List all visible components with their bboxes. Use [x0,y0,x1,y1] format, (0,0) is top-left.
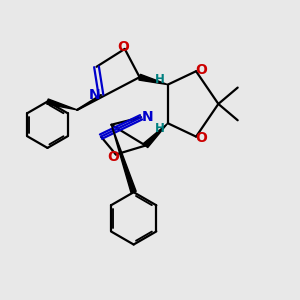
Text: H: H [154,73,164,86]
Text: O: O [107,150,119,164]
Text: H: H [154,122,164,135]
Polygon shape [143,123,168,148]
Text: O: O [117,40,129,55]
Polygon shape [111,125,136,193]
Polygon shape [139,74,168,85]
Text: N: N [88,88,100,102]
Text: N: N [142,110,153,124]
Text: O: O [196,131,207,145]
Polygon shape [47,99,77,110]
Text: O: O [196,63,207,77]
